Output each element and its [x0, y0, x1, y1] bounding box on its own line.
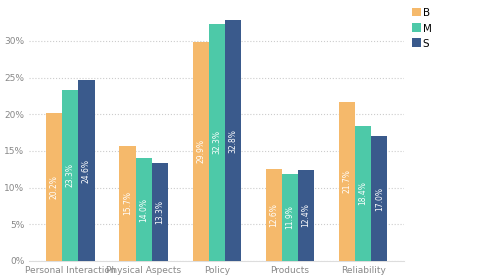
Bar — [120, 146, 136, 261]
Text: 32.3%: 32.3% — [212, 131, 221, 155]
Text: 11.9%: 11.9% — [286, 205, 294, 229]
Bar — [208, 24, 225, 261]
Bar — [339, 102, 355, 261]
Text: 24.6%: 24.6% — [82, 159, 91, 183]
Text: 13.3%: 13.3% — [155, 200, 164, 224]
Bar — [136, 158, 152, 261]
Text: 21.7%: 21.7% — [342, 169, 351, 193]
Legend: B, M, S: B, M, S — [408, 4, 436, 53]
Bar — [371, 136, 388, 261]
Text: 12.4%: 12.4% — [302, 204, 310, 227]
Bar — [355, 126, 371, 261]
Text: 17.0%: 17.0% — [374, 187, 384, 211]
Bar — [282, 174, 298, 261]
Bar — [266, 169, 282, 261]
Bar — [225, 20, 241, 261]
Bar — [62, 90, 78, 261]
Bar — [192, 42, 208, 261]
Text: 15.7%: 15.7% — [123, 191, 132, 215]
Bar — [78, 80, 94, 261]
Text: 29.9%: 29.9% — [196, 139, 205, 163]
Bar — [152, 163, 168, 261]
Text: 12.6%: 12.6% — [270, 203, 278, 227]
Text: 14.0%: 14.0% — [139, 198, 148, 222]
Text: 18.4%: 18.4% — [358, 182, 368, 205]
Bar — [46, 113, 62, 261]
Bar — [298, 170, 314, 261]
Text: 23.3%: 23.3% — [66, 163, 75, 187]
Text: 32.8%: 32.8% — [228, 129, 237, 153]
Text: 20.2%: 20.2% — [50, 175, 59, 199]
